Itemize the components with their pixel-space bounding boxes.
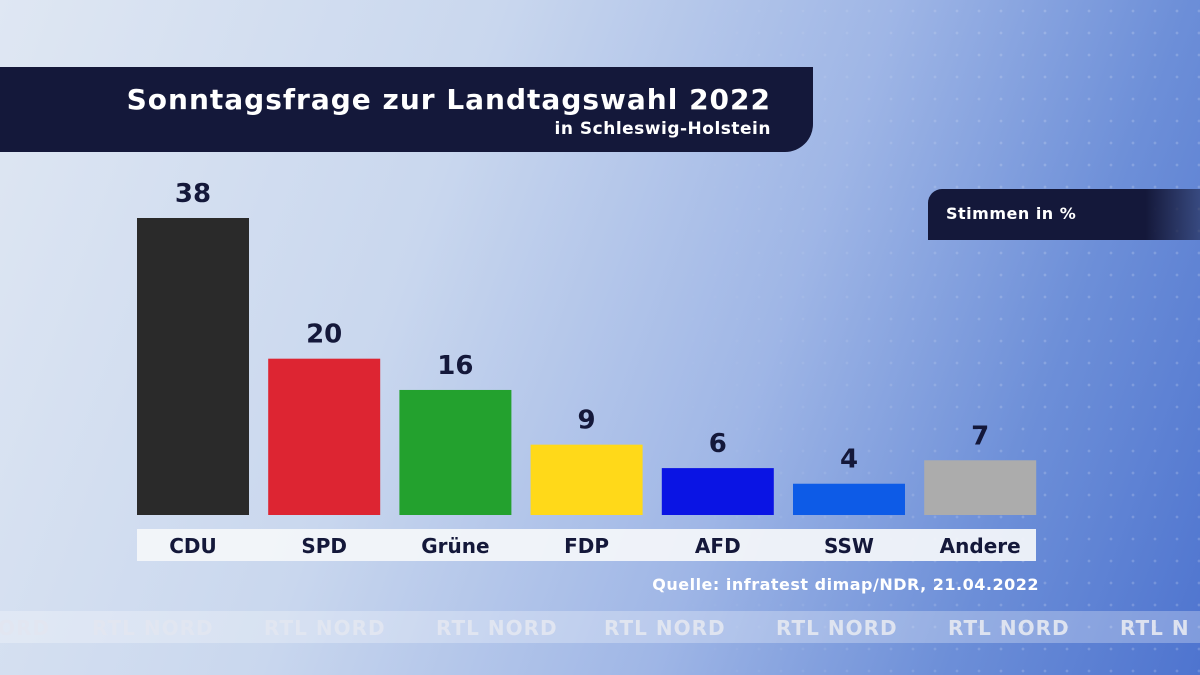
chart-title: Sonntagsfrage zur Landtagswahl 2022	[126, 83, 771, 116]
category-label: Andere	[940, 534, 1021, 558]
data-label: 4	[840, 445, 858, 475]
ticker-band: ORD RTL NORD RTL NORD RTL NORD RTL NORD …	[0, 611, 1200, 643]
chart-subtitle: in Schleswig-Holstein	[554, 119, 771, 139]
source-note: Quelle: infratest dimap/NDR, 21.04.2022	[652, 575, 1039, 594]
bar-cdu	[137, 218, 249, 515]
bar-ssw	[793, 483, 905, 515]
data-label: 16	[437, 351, 473, 381]
ticker-item: RTL NORD	[948, 616, 1070, 640]
category-label-band	[137, 529, 1036, 561]
category-label: FDP	[564, 534, 609, 558]
ticker-item: RTL N	[1120, 616, 1190, 640]
category-label: SSW	[824, 534, 874, 558]
unit-label: Stimmen in %	[946, 204, 1077, 223]
ticker-item: RTL NORD	[604, 616, 726, 640]
category-label: CDU	[169, 534, 217, 558]
bar-fdp	[530, 444, 643, 515]
title-banner: Sonntagsfrage zur Landtagswahl 2022 in S…	[0, 67, 813, 152]
data-label: 6	[709, 429, 727, 459]
ticker-item: RTL NORD	[436, 616, 558, 640]
data-label: 20	[306, 320, 342, 350]
ticker-item: RTL NORD	[776, 616, 898, 640]
category-label: Grüne	[421, 534, 489, 558]
ticker-item: RTL NORD	[92, 616, 214, 640]
ticker-item: ORD	[0, 616, 51, 640]
data-label: 7	[971, 421, 989, 451]
unit-badge: Stimmen in %	[928, 189, 1200, 240]
bar-spd	[268, 358, 381, 515]
category-label: AFD	[695, 534, 741, 558]
data-label: 9	[578, 406, 596, 436]
category-label: SPD	[301, 534, 347, 558]
bar-grüne	[399, 389, 512, 515]
bar-andere	[924, 460, 1037, 515]
ticker-item: RTL NORD	[264, 616, 386, 640]
bar-afd	[661, 468, 774, 515]
data-label: 38	[175, 179, 211, 209]
